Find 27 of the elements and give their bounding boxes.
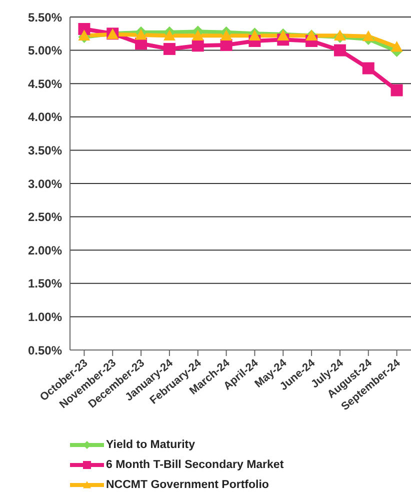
y-tick-label: 5.00% — [28, 44, 62, 58]
point — [220, 30, 232, 40]
y-tick-label: 2.00% — [28, 243, 62, 258]
point — [192, 30, 204, 40]
y-tick-label: 1.50% — [28, 276, 62, 291]
y-tick-label: 1.00% — [28, 310, 62, 324]
point — [192, 40, 204, 52]
point — [135, 28, 148, 40]
point — [390, 40, 403, 52]
point — [163, 42, 176, 55]
point — [78, 30, 90, 40]
point — [163, 30, 176, 40]
y-tick-label: 2.50% — [28, 210, 62, 224]
legend-label: 6 Month T-Bill Secondary Market — [106, 459, 284, 471]
point — [390, 84, 403, 96]
point — [334, 30, 346, 40]
y-tick-label: 3.00% — [28, 176, 62, 191]
y-tick-label: 4.50% — [28, 76, 62, 91]
y-tick-label: 5.50% — [28, 10, 62, 24]
point — [362, 62, 374, 74]
y-tick-label: 4.00% — [28, 110, 62, 124]
legend-label: Yield to Maturity — [106, 439, 196, 451]
y-tick-label: 3.50% — [28, 143, 62, 158]
point — [362, 30, 374, 42]
y-tick-label: 0.50% — [28, 343, 62, 358]
legend-label: NCCMT Government Portfolio — [106, 479, 269, 491]
point — [334, 44, 346, 56]
